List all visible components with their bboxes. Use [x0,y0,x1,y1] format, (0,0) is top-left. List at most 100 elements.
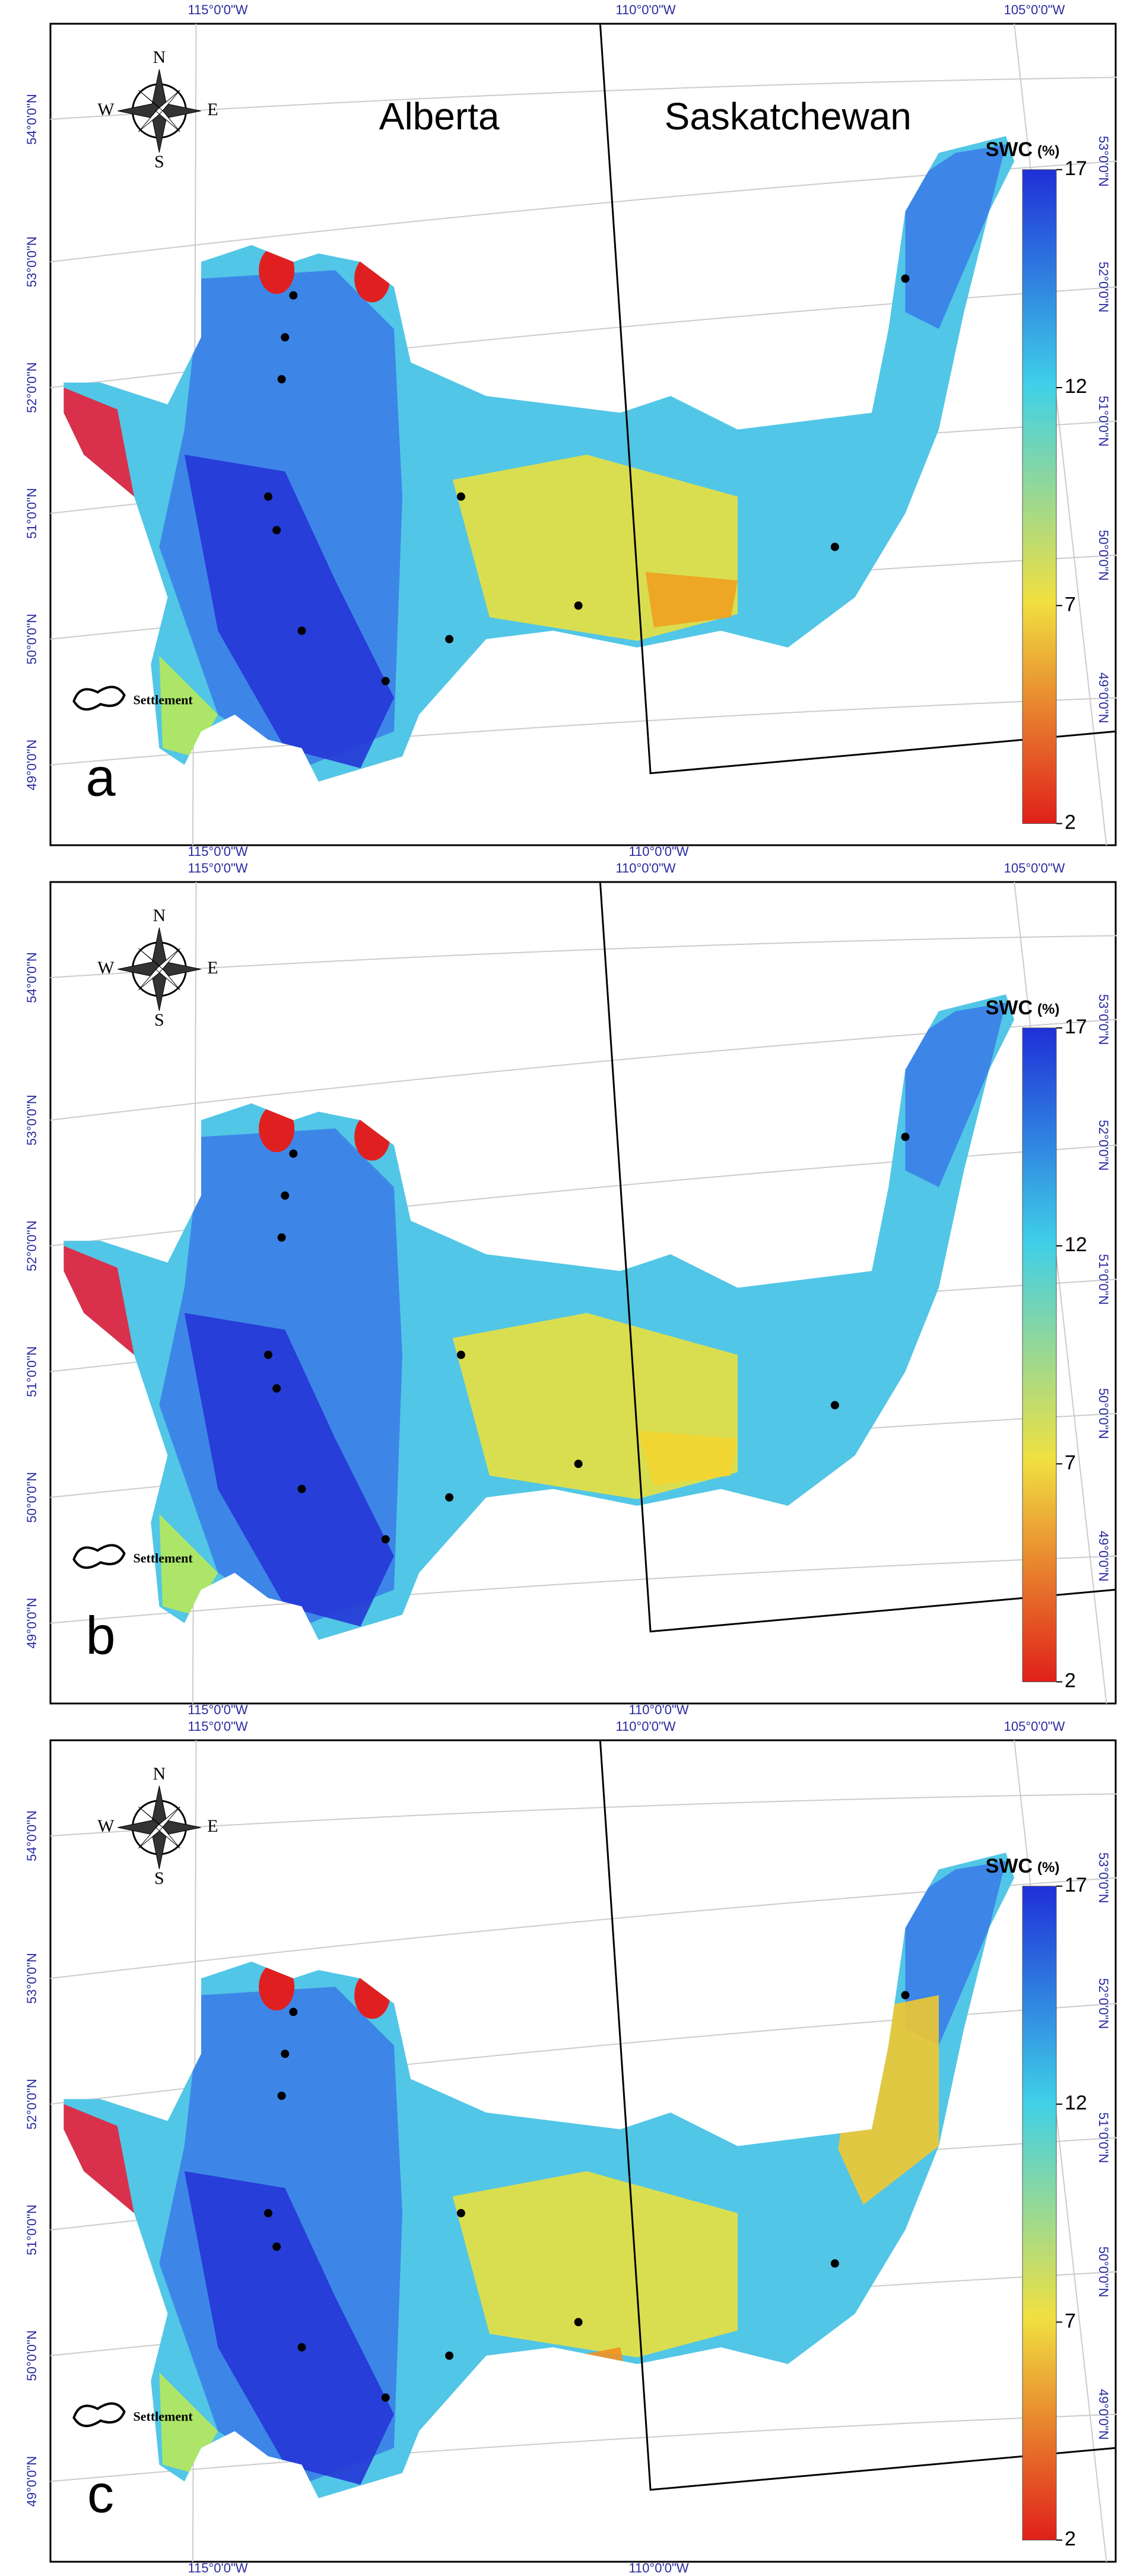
compass-w: W [97,100,115,119]
colorbar-tick-label: 17 [1065,157,1087,180]
colorbar-tick-label: 2 [1065,1670,1076,1692]
legend-title: SWC [986,997,1033,1019]
settlement [574,1460,583,1468]
settlement [281,333,290,342]
lat-label: 54°0'0"N [24,1810,39,1861]
settlement [445,635,454,643]
graticule-line [50,697,1117,766]
lat-label: 50°0'0"N [1096,530,1111,581]
province-label: Saskatchewan [665,95,912,138]
lat-label: 49°0'0"N [1096,2389,1111,2440]
settlement [272,2242,281,2251]
compass-n: N [153,1764,166,1784]
settlement [830,543,839,551]
colorbar-tick-label: 2 [1065,811,1076,834]
swc-surface [63,1861,1006,2485]
compass-s: S [154,1010,164,1030]
compass-star [138,1806,180,1849]
settlement-label: Settlement [134,692,193,707]
lat-label: 49°0'0"N [24,740,39,791]
colorbar-tick-label: 17 [1065,1874,1087,1896]
legend-unit: (%) [1037,143,1059,159]
province-boundary [599,881,1117,1633]
settlement [297,1484,306,1493]
lon-label: 115°0'0"W [188,844,247,858]
settlement [445,2351,454,2360]
swc-patch [637,1430,738,1486]
lon-label: 110°0'0"W [628,844,688,858]
lat-label: 53°0'0"N [1096,1852,1111,1904]
lat-label: 49°0'0"N [1096,672,1111,724]
settlement [381,1535,390,1544]
colorbar-tick-label: 7 [1065,1451,1076,1474]
graticule-line [50,935,1117,979]
lon-label: 105°0'0"W [1004,2,1065,17]
swc-patch [645,572,738,627]
settlement [381,2393,390,2402]
settlement [264,2209,272,2217]
lat-label: 53°0'0"N [1096,136,1111,187]
compass-star [138,948,180,991]
lon-label: 105°0'0"W [1004,1719,1065,1734]
lon-label: 110°0'0"W [628,1702,688,1717]
settlement [901,274,910,283]
lat-label: 51°0'0"N [1096,1254,1111,1305]
colorbar-tick-label: 12 [1065,2092,1087,2114]
swc-patch [905,1003,1006,1188]
lat-label: 50°0'0"N [24,2330,39,2381]
lat-label: 52°0'0"N [1096,1978,1111,2029]
compass-w: W [97,1816,115,1836]
lon-label: 105°0'0"W [1004,861,1065,875]
settlement [901,1132,910,1141]
compass-e: E [207,100,218,119]
map-panel: 115°0'0"W 110°0'0"W 105°0'0"W 115°0'0"W 110°… [24,1719,1117,2575]
lon-label: 115°0'0"W [188,2561,247,2575]
settlement-symbol [72,1544,126,1569]
settlement [264,492,272,501]
lon-label: 110°0'0"W [615,1719,675,1734]
swc-patch [63,1246,134,1355]
colorbar-tick-label: 12 [1065,1233,1087,1256]
lat-label: 49°0'0"N [24,1598,39,1649]
compass-n: N [153,906,166,925]
settlement [381,677,390,686]
graticule-line [50,1793,1117,1837]
settlement-symbol [72,686,126,711]
lat-label: 51°0'0"N [1096,2112,1111,2163]
province-label: Alberta [379,95,500,138]
compass-s: S [154,1868,164,1888]
swc-patch [905,144,1006,329]
lat-label: 53°0'0"N [1096,994,1111,1045]
swc-patch [184,455,394,769]
colorbar-tick-label: 2 [1065,2528,1076,2550]
legend-unit: (%) [1037,1860,1059,1876]
settlement [281,1191,290,1200]
lat-label: 51°0'0"N [24,488,39,539]
settlement [272,526,281,535]
lat-label: 52°0'0"N [24,2079,39,2130]
settlement [289,291,298,300]
province-boundary [599,1740,1117,2491]
settlement [456,1350,465,1359]
lon-label: 115°0'0"W [188,861,247,875]
lat-label: 54°0'0"N [24,94,39,145]
lat-label: 51°0'0"N [24,1346,39,1397]
lon-label: 110°0'0"W [628,2561,688,2575]
lon-label: 110°0'0"W [615,2,675,17]
lat-label: 54°0'0"N [24,952,39,1003]
swc-patch [184,2171,394,2485]
panel-label: a [85,748,116,808]
lat-label: 50°0'0"N [1096,1388,1111,1439]
graticule-line [50,2413,1117,2482]
settlement-symbol [72,2402,126,2428]
compass-e: E [207,1816,218,1836]
lat-label: 49°0'0"N [1096,1531,1111,1582]
lat-label: 53°0'0"N [24,1095,39,1146]
province-boundary [599,23,1117,775]
graticule-line [50,77,1117,120]
settlement-label: Settlement [134,1550,193,1565]
settlement-label: Settlement [134,2409,193,2423]
lon-label: 115°0'0"W [188,1702,247,1717]
settlement [574,601,583,610]
